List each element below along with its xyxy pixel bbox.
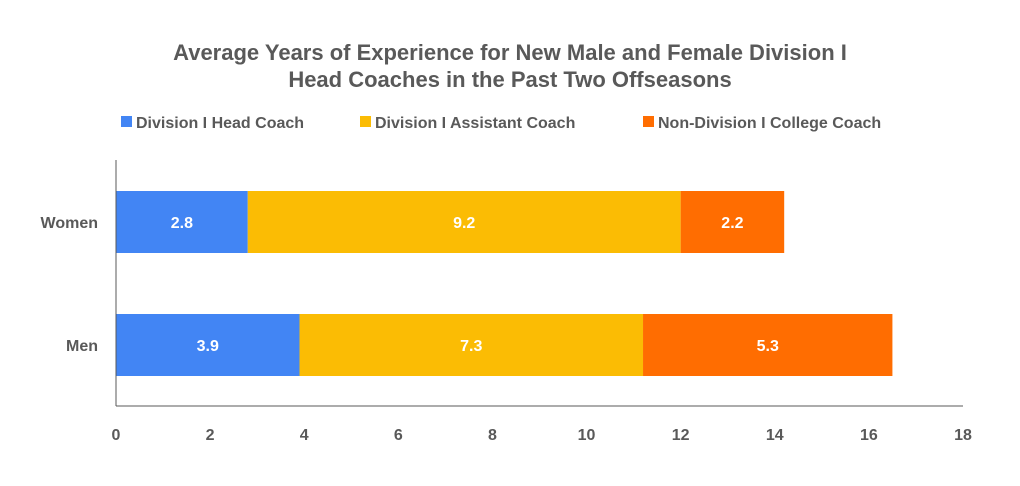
legend-swatch-1: [121, 116, 132, 127]
legend-swatch-3: [643, 116, 654, 127]
data-label-men-series-3: 5.3: [757, 338, 779, 355]
chart-title-line-2: Head Coaches in the Past Two Offseasons: [288, 67, 731, 92]
data-label-men-series-1: 3.9: [197, 338, 219, 355]
category-label-women: Women: [41, 215, 98, 232]
legend-swatch-2: [360, 116, 371, 127]
bar-men-series-1: [116, 314, 300, 376]
x-tick-label-2: 2: [206, 427, 215, 444]
data-label-women-series-1: 2.8: [171, 215, 193, 232]
x-tick-label-14: 14: [766, 427, 784, 444]
legend-label-2: Division I Assistant Coach: [375, 115, 575, 132]
legend: Division I Head Coach Division I Assistan…: [121, 115, 881, 132]
bar-women-series-1: [116, 191, 248, 253]
legend-label-3: Non-Division I College Coach: [658, 115, 881, 132]
data-label-men-series-2: 7.3: [460, 338, 482, 355]
bar-women-series-3: [680, 191, 785, 253]
bars: 2.8 9.2 2.2 Women 3.9 7.3 5.3 Men: [41, 191, 893, 376]
chart-title-line-1: Average Years of Experience for New Male…: [173, 40, 847, 65]
axes: 0 2 4 6 8 10 12 14 16 18: [112, 160, 972, 444]
chart-title: Average Years of Experience for New Male…: [173, 40, 847, 92]
bar-women-series-2: [247, 191, 681, 253]
x-tick-label-10: 10: [578, 427, 596, 444]
x-tick-label-4: 4: [300, 427, 309, 444]
x-tick-label-12: 12: [672, 427, 690, 444]
x-tick-label-0: 0: [112, 427, 121, 444]
bar-men-series-3: [643, 314, 893, 376]
data-label-women-series-3: 2.2: [721, 215, 743, 232]
bar-men-series-2: [299, 314, 644, 376]
x-tick-label-16: 16: [860, 427, 878, 444]
x-tick-label-18: 18: [954, 427, 972, 444]
x-tick-label-6: 6: [394, 427, 403, 444]
legend-label-1: Division I Head Coach: [136, 115, 304, 132]
data-label-women-series-2: 9.2: [453, 215, 475, 232]
x-tick-label-8: 8: [488, 427, 497, 444]
category-label-men: Men: [66, 338, 98, 355]
